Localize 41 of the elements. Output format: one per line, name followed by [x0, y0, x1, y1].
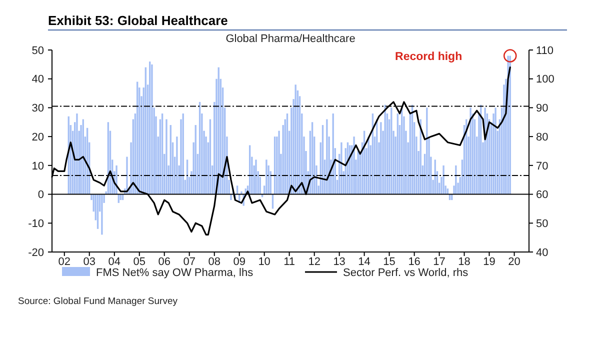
y-tick-label: -10 [28, 218, 44, 230]
x-tick-label: 19 [483, 256, 496, 268]
x-tick-label: 15 [383, 256, 396, 268]
x-tick-label: 14 [358, 256, 370, 268]
x-tick-label: 07 [183, 256, 196, 268]
x-tick-label: 08 [208, 256, 220, 268]
x-tick-label: 13 [333, 256, 346, 268]
legend-label: Sector Perf. vs World, rhs [343, 266, 469, 279]
y-tick-label: 20 [32, 131, 44, 144]
x-tick-label: 09 [233, 256, 246, 268]
y2-tick-label: 100 [536, 74, 554, 86]
y2-tick-label: 70 [536, 160, 548, 172]
x-tick-label: 11 [284, 256, 296, 268]
x-tick-label: 02 [58, 256, 71, 268]
y2-tick-label: 110 [536, 44, 554, 57]
y2-tick-label: 60 [536, 189, 548, 202]
chart-subtitle: Global Pharma/Healthcare [226, 33, 356, 45]
y-tick-label: 40 [32, 74, 44, 86]
x-tick-label: 05 [133, 256, 146, 268]
x-tick-label: 20 [508, 256, 520, 268]
x-tick-label: 04 [108, 256, 121, 268]
annotation: Record high [395, 50, 462, 63]
y2-tick-label: 40 [536, 246, 548, 259]
x-tick-label: 16 [408, 256, 420, 268]
x-tick-label: 12 [308, 256, 320, 268]
y-tick-label: 10 [32, 160, 44, 172]
y2-tick-label: 50 [536, 218, 548, 230]
legend-label: FMS Net% say OW Pharma, lhs [96, 266, 254, 279]
x-tick-label: 17 [433, 256, 446, 268]
y2-tick-label: 80 [536, 131, 548, 144]
x-tick-label: 03 [83, 256, 96, 268]
y-tick-label: 50 [32, 44, 44, 57]
x-tick-label: 10 [258, 256, 270, 268]
y-tick-label: 30 [32, 102, 44, 115]
chart-title: Exhibit 53: Global Healthcare [48, 13, 228, 28]
x-tick-label: 06 [158, 256, 170, 268]
x-tick-label: 18 [458, 256, 470, 268]
y2-tick-label: 90 [536, 102, 548, 115]
y-tick-label: 0 [38, 189, 44, 202]
source-note: Source: Global Fund Manager Survey [18, 296, 178, 307]
y-tick-label: -20 [28, 246, 44, 259]
